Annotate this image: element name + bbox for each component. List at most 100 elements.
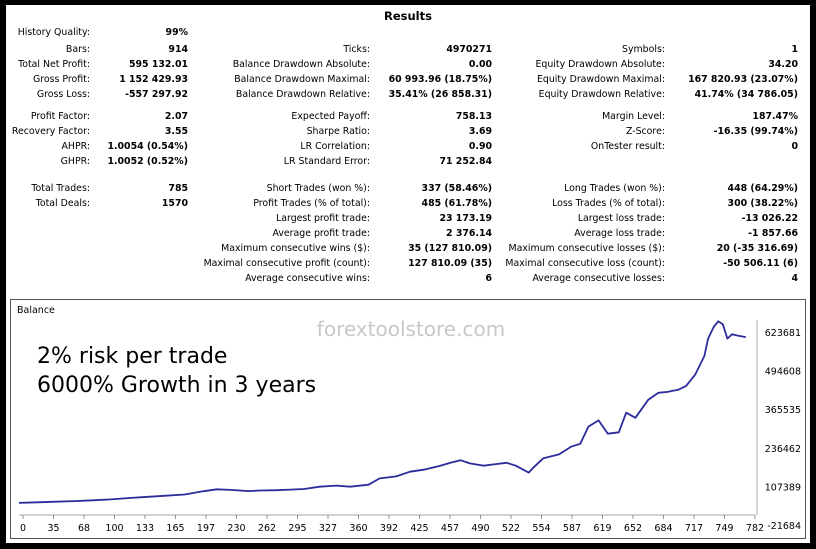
- stat-label: Average consecutive losses:: [532, 273, 665, 284]
- stat-value: 23 173.19: [439, 213, 493, 224]
- y-tick-label: 236462: [765, 444, 801, 455]
- x-tick-label: 360: [349, 523, 367, 534]
- stats-row: Bars: 914 Ticks: 4970271 Symbols: 1: [6, 42, 810, 57]
- x-tick-label: 392: [380, 523, 398, 534]
- x-tick-label: 197: [197, 523, 215, 534]
- stats-row: Gross Loss: -557 297.92 Balance Drawdown R…: [6, 87, 810, 102]
- stat-label: Margin Level:: [602, 111, 665, 122]
- stats-row: Recovery Factor: 3.55 Sharpe Ratio: 3.69 Z-S…: [6, 124, 810, 139]
- stat-label: AHPR:: [61, 141, 91, 152]
- stat-value: 1.0052 (0.52%): [107, 156, 188, 167]
- balance-chart: Balance forextoolstore.com 2% risk per tra…: [10, 299, 806, 539]
- stat-value: 3.69: [468, 126, 492, 137]
- results-table: History Quality: 99% Bars: 914 Ticks: 4970271…: [6, 5, 810, 295]
- stat-value: 20 (-35 316.69): [716, 243, 798, 254]
- stat-label: Balance Drawdown Maximal:: [234, 74, 370, 85]
- stat-label: Balance Drawdown Absolute:: [232, 59, 370, 70]
- stat-value: 4970271: [446, 44, 492, 55]
- stat-label: Recovery Factor:: [11, 126, 90, 137]
- stat-label: Sharpe Ratio:: [306, 126, 370, 137]
- x-tick-label: 165: [166, 523, 184, 534]
- stat-label: Maximal consecutive loss (count):: [505, 258, 665, 269]
- stat-label: Average profit trade:: [272, 228, 370, 239]
- stats-row: Total Trades: 785 Short Trades (won %): 337…: [6, 181, 810, 196]
- stats-row: Average profit trade: 2 376.14 Average los…: [6, 226, 810, 241]
- stat-label: OnTester result:: [590, 141, 665, 152]
- x-tick-label: 230: [227, 523, 245, 534]
- watermark-text: forextoolstore.com: [317, 317, 505, 341]
- stat-label: Profit Trades (% of total):: [253, 198, 370, 209]
- stats-row: Largest profit trade: 23 173.19 Largest lo…: [6, 211, 810, 226]
- stat-value: 914: [168, 44, 188, 55]
- stat-value: -557 297.92: [125, 89, 188, 100]
- x-tick-label: 684: [654, 523, 672, 534]
- stat-value: 35.41% (26 858.31): [388, 89, 492, 100]
- stat-label: Long Trades (won %):: [564, 183, 665, 194]
- stat-label: Largest profit trade:: [276, 213, 370, 224]
- stat-value: -16.35 (99.74%): [713, 126, 798, 137]
- stat-value: 448 (64.29%): [727, 183, 798, 194]
- stat-label: Balance Drawdown Relative:: [235, 89, 370, 100]
- stat-label: Gross Loss:: [36, 89, 90, 100]
- stat-value: 167 820.93 (23.07%): [688, 74, 798, 85]
- stat-label: Maximal consecutive profit (count):: [203, 258, 370, 269]
- annotation-text: 6000% Growth in 3 years: [37, 373, 316, 398]
- stat-value: -50 506.11 (6): [723, 258, 798, 269]
- stat-value: 758.13: [455, 111, 492, 122]
- x-tick-label: 457: [441, 523, 459, 534]
- x-tick-label: 327: [319, 523, 337, 534]
- stat-label: Expected Payoff:: [291, 111, 370, 122]
- stat-label: Gross Profit:: [32, 74, 90, 85]
- stat-value: -1 857.66: [748, 228, 798, 239]
- stat-label: Maximum consecutive wins ($):: [221, 243, 370, 254]
- stat-label: Total Net Profit:: [18, 59, 90, 70]
- stat-value: 1: [791, 44, 798, 55]
- stat-label: Loss Trades (% of total):: [552, 198, 665, 209]
- stat-label: GHPR:: [60, 156, 90, 167]
- annotation-text: 2% risk per trade: [37, 344, 227, 369]
- stats-row: AHPR: 1.0054 (0.54%) LR Correlation: 0.90 On…: [6, 139, 810, 154]
- y-tick-label: 365535: [765, 405, 801, 416]
- stat-value: 1 152 429.93: [119, 74, 188, 85]
- stats-row: Total Deals: 1570 Profit Trades (% of tota…: [6, 196, 810, 211]
- x-tick-label: 652: [624, 523, 642, 534]
- stat-value: 4: [791, 273, 798, 284]
- stat-value: 0.90: [468, 141, 492, 152]
- stat-label: Ticks:: [343, 44, 370, 55]
- x-tick-label: 295: [288, 523, 306, 534]
- x-tick-label: 68: [78, 523, 90, 534]
- stat-label: Average loss trade:: [574, 228, 665, 239]
- x-tick-label: 133: [136, 523, 154, 534]
- x-tick-label: 749: [715, 523, 733, 534]
- x-tick-label: 587: [563, 523, 581, 534]
- stat-value: 595 132.01: [128, 59, 188, 70]
- x-tick-label: 0: [20, 523, 26, 534]
- stat-value: 337 (58.46%): [421, 183, 492, 194]
- chart-title: Balance: [17, 305, 55, 316]
- stat-label: Total Trades:: [31, 183, 90, 194]
- stat-value: 34.20: [768, 59, 798, 70]
- x-tick-label: 262: [258, 523, 276, 534]
- stats-row: Profit Factor: 2.07 Expected Payoff: 758.13…: [6, 109, 810, 124]
- stat-label: Z-Score:: [625, 126, 665, 137]
- stat-value: 2 376.14: [446, 228, 492, 239]
- stat-value: 0: [791, 141, 798, 152]
- stat-label: Maximum consecutive losses ($):: [508, 243, 665, 254]
- stat-value: 300 (38.22%): [727, 198, 798, 209]
- stat-value: 71 252.84: [439, 156, 493, 167]
- x-tick-label: 619: [593, 523, 611, 534]
- stats-row: Gross Profit: 1 152 429.93 Balance Drawdow…: [6, 72, 810, 87]
- stats-row: GHPR: 1.0052 (0.52%) LR Standard Error: 71 …: [6, 154, 810, 169]
- stat-value: 60 993.96 (18.75%): [388, 74, 492, 85]
- stat-value: 6: [485, 273, 492, 284]
- stat-label: Symbols:: [622, 44, 665, 55]
- y-tick-label: 623681: [765, 328, 801, 339]
- stat-label: Short Trades (won %):: [266, 183, 370, 194]
- x-tick-label: 35: [47, 523, 59, 534]
- stat-value: 1570: [161, 198, 188, 209]
- stat-label: Equity Drawdown Relative:: [538, 89, 665, 100]
- stat-value: 41.74% (34 786.05): [694, 89, 798, 100]
- y-tick-label: 107389: [765, 482, 801, 493]
- y-tick-label: -21684: [767, 521, 801, 532]
- balance-chart-svg: Balance forextoolstore.com 2% risk per tra…: [17, 305, 801, 534]
